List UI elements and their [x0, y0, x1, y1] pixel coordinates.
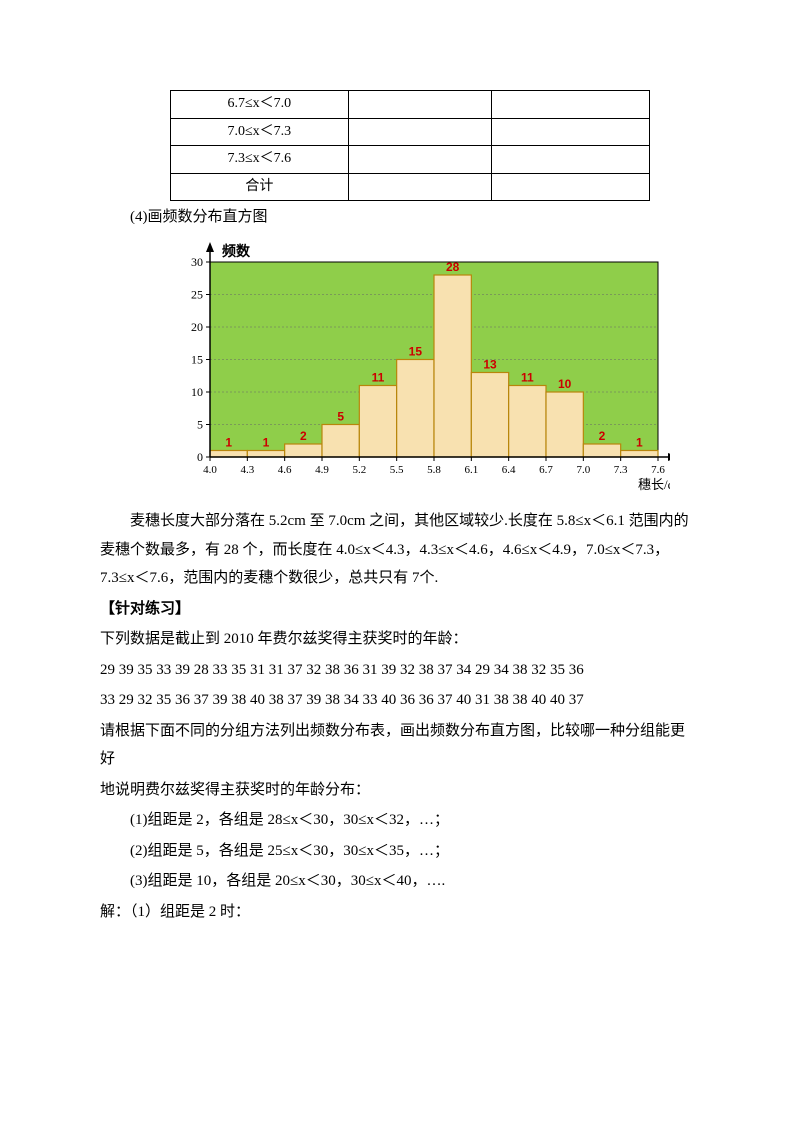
cell — [348, 146, 492, 174]
svg-text:5.2: 5.2 — [352, 464, 366, 476]
svg-text:11: 11 — [372, 370, 385, 384]
svg-text:30: 30 — [191, 255, 203, 269]
cell — [492, 91, 650, 119]
svg-text:10: 10 — [558, 377, 572, 391]
item-3: (3)组距是 10，各组是 20≤x＜30，30≤x＜40，…. — [100, 867, 694, 896]
svg-text:4.9: 4.9 — [315, 464, 329, 476]
svg-text:5: 5 — [197, 417, 203, 431]
data-line-2: 33 29 32 35 36 37 39 38 40 38 37 39 38 3… — [100, 686, 694, 715]
item-1: (1)组距是 2，各组是 28≤x＜30，30≤x＜32，…； — [100, 806, 694, 835]
cell — [492, 118, 650, 146]
cell — [348, 118, 492, 146]
svg-text:穗长/cm: 穗长/cm — [638, 477, 670, 492]
svg-text:4.3: 4.3 — [240, 464, 254, 476]
svg-text:频数: 频数 — [222, 243, 251, 260]
svg-text:6.4: 6.4 — [502, 464, 516, 476]
exercise-intro: 下列数据是截止到 2010 年费尔兹奖得主获奖时的年龄： — [100, 625, 694, 654]
cell — [492, 146, 650, 174]
cell — [348, 173, 492, 201]
cell — [492, 173, 650, 201]
svg-text:20: 20 — [191, 320, 203, 334]
frequency-table: 6.7≤x＜7.0 7.0≤x＜7.3 7.3≤x＜7.6 合计 — [170, 90, 650, 201]
svg-text:15: 15 — [191, 352, 203, 366]
table-row: 7.3≤x＜7.6 — [171, 146, 650, 174]
svg-text:10: 10 — [191, 385, 203, 399]
section-heading: 【针对练习】 — [100, 595, 694, 624]
svg-text:4.0: 4.0 — [203, 464, 217, 476]
svg-text:7.6: 7.6 — [651, 464, 665, 476]
solution-label: 解：（1）组距是 2 时： — [100, 898, 694, 927]
data-line-1: 29 39 35 33 39 28 33 35 31 31 37 32 38 3… — [100, 656, 694, 685]
svg-text:1: 1 — [263, 435, 270, 449]
table-row: 6.7≤x＜7.0 — [171, 91, 650, 119]
svg-text:0: 0 — [197, 450, 203, 464]
histogram-chart: 0510152025301125111528131110214.04.34.64… — [170, 237, 670, 503]
svg-text:28: 28 — [446, 260, 460, 274]
analysis-paragraph: 麦穗长度大部分落在 5.2cm 至 7.0cm 之间，其他区域较少.长度在 5.… — [100, 507, 694, 593]
svg-text:5.5: 5.5 — [390, 464, 404, 476]
svg-text:2: 2 — [599, 429, 606, 443]
exercise-question-b: 地说明费尔兹奖得主获奖时的年龄分布： — [100, 776, 694, 805]
item-2: (2)组距是 5，各组是 25≤x＜30，30≤x＜35，…； — [100, 837, 694, 866]
histogram-svg: 0510152025301125111528131110214.04.34.64… — [170, 237, 670, 492]
cell: 7.0≤x＜7.3 — [171, 118, 349, 146]
step-4-label: (4)画频数分布直方图 — [100, 203, 694, 232]
svg-text:7.3: 7.3 — [614, 464, 628, 476]
svg-text:13: 13 — [483, 357, 497, 371]
cell — [348, 91, 492, 119]
cell: 6.7≤x＜7.0 — [171, 91, 349, 119]
svg-text:11: 11 — [521, 370, 534, 384]
table-row: 7.0≤x＜7.3 — [171, 118, 650, 146]
svg-text:6.7: 6.7 — [539, 464, 553, 476]
exercise-question-a: 请根据下面不同的分组方法列出频数分布表，画出频数分布直方图，比较哪一种分组能更好 — [100, 717, 694, 774]
svg-text:5: 5 — [337, 409, 344, 423]
cell: 7.3≤x＜7.6 — [171, 146, 349, 174]
svg-text:2: 2 — [300, 429, 307, 443]
svg-text:1: 1 — [225, 435, 232, 449]
svg-text:7.0: 7.0 — [576, 464, 590, 476]
svg-text:15: 15 — [409, 344, 423, 358]
table-row: 合计 — [171, 173, 650, 201]
svg-text:6.1: 6.1 — [464, 464, 478, 476]
cell: 合计 — [171, 173, 349, 201]
svg-text:5.8: 5.8 — [427, 464, 441, 476]
svg-text:1: 1 — [636, 435, 643, 449]
svg-text:25: 25 — [191, 287, 203, 301]
svg-text:4.6: 4.6 — [278, 464, 292, 476]
